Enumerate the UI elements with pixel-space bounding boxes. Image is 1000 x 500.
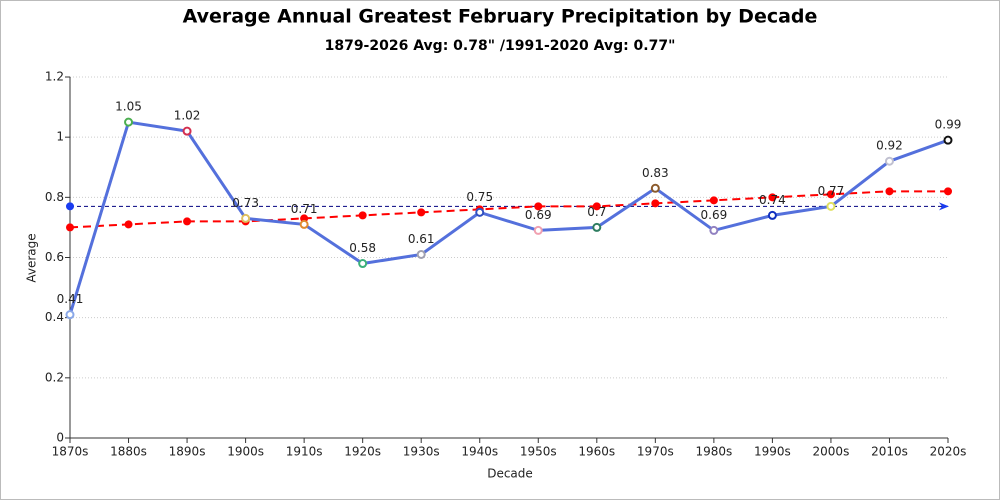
data-label: 0.69 (701, 208, 728, 222)
x-tick-label: 1930s (403, 445, 440, 459)
point (182, 126, 192, 136)
point (768, 193, 777, 202)
x-tick-label: 1900s (227, 445, 264, 459)
point (183, 217, 192, 226)
data-label: 0.92 (876, 139, 903, 153)
data-label: 0.83 (642, 166, 669, 180)
series-line (69, 190, 948, 229)
x-tick-label: 2000s (813, 445, 850, 459)
data-label: 0.75 (466, 190, 493, 204)
point (884, 156, 894, 166)
y-tick-label: 0.6 (45, 250, 64, 264)
data-label: 0.73 (232, 196, 259, 210)
x-tick-label: 2020s (930, 445, 967, 459)
data-label: 0.61 (408, 232, 435, 246)
data-label: 0.77 (818, 184, 845, 198)
point (826, 190, 835, 199)
point (358, 211, 367, 220)
x-tick-label: 1920s (344, 445, 381, 459)
y-axis-label: Average (25, 233, 39, 282)
x-tick-label: 1910s (286, 445, 323, 459)
point (533, 225, 543, 235)
data-label: 1.05 (115, 100, 142, 114)
y-tick-label: 0.8 (45, 190, 64, 204)
y-tick-label: 0 (56, 431, 64, 445)
data-label: 0.58 (349, 241, 376, 255)
data-label: 0.69 (525, 208, 552, 222)
x-tick-label: 1960s (578, 445, 615, 459)
point (944, 187, 952, 196)
point (650, 183, 660, 193)
point (416, 249, 426, 259)
point (826, 201, 836, 211)
point (299, 219, 309, 229)
data-label: 1.02 (174, 109, 201, 123)
y-tick-label: 1.2 (45, 70, 64, 84)
x-axis-label: Decade (487, 467, 533, 481)
reference-start (66, 202, 74, 211)
point (65, 310, 75, 320)
data-label: 0.7 (587, 205, 606, 219)
x-tick-label: 1940s (461, 445, 498, 459)
x-tick-label: 1950s (520, 445, 557, 459)
y-tick-label: 0.2 (45, 370, 64, 384)
chart-title: Average Annual Greatest February Precipi… (183, 6, 818, 28)
point (709, 225, 719, 235)
point (66, 223, 74, 232)
x-tick-label: 1980s (695, 445, 732, 459)
point (885, 187, 894, 196)
point (241, 213, 251, 223)
point (358, 259, 368, 269)
point (592, 222, 602, 232)
x-tick-label: 1870s (52, 445, 89, 459)
x-tick-label: 2010s (871, 445, 908, 459)
point (534, 202, 543, 211)
x-tick-label: 1990s (754, 445, 791, 459)
data-label: 0.41 (57, 292, 84, 306)
point (943, 135, 953, 145)
point (124, 220, 133, 229)
point (124, 117, 134, 127)
point (475, 207, 485, 217)
y-tick-label: 1 (56, 130, 64, 144)
point (767, 210, 777, 220)
data-label: 0.74 (759, 193, 786, 207)
data-label: 0.71 (291, 202, 318, 216)
chart-subtitle: 1879-2026 Avg: 0.78" /1991-2020 Avg: 0.7… (325, 38, 676, 54)
y-tick-label: 0.4 (45, 310, 64, 324)
x-tick-label: 1890s (169, 445, 206, 459)
point (592, 202, 601, 211)
point (651, 199, 660, 208)
point (709, 196, 718, 205)
series-line (68, 120, 949, 316)
x-tick-label: 1970s (637, 445, 674, 459)
x-tick-label: 1880s (110, 445, 147, 459)
data-label: 0.99 (935, 118, 962, 132)
point (417, 208, 426, 217)
